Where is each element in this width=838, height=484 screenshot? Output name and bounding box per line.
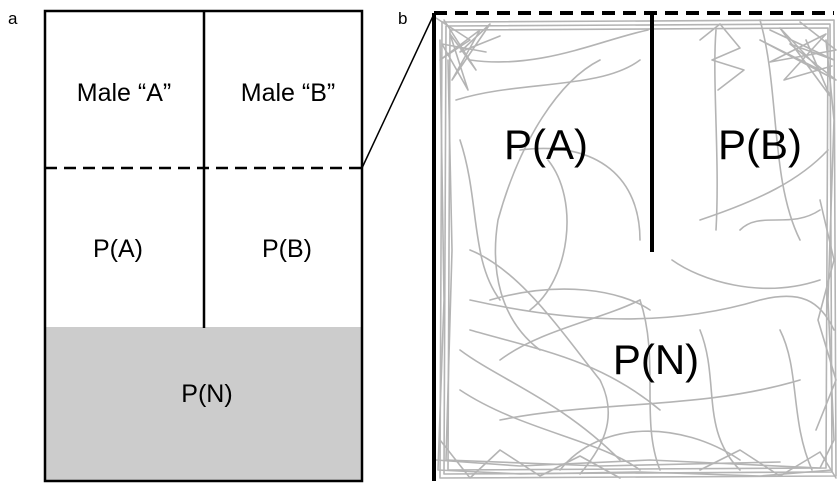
movement-trace bbox=[435, 17, 837, 479]
label-male-a: Male “A” bbox=[77, 79, 171, 107]
label-zone-p-n: P(N) bbox=[181, 380, 232, 408]
panel-a-letter: a bbox=[8, 9, 18, 28]
panel-b-letter: b bbox=[398, 9, 407, 28]
panel-b-label-p-n: P(N) bbox=[613, 336, 699, 383]
label-male-b: Male “B” bbox=[241, 79, 335, 107]
panel-a: a Male “A” Male “B” P(A) P(B) P(N) bbox=[8, 9, 364, 483]
zoom-connector-top bbox=[361, 13, 435, 169]
panel-b-label-p-a: P(A) bbox=[504, 121, 588, 168]
panel-a-neutral-zone-fill bbox=[45, 327, 362, 481]
label-zone-p-a: P(A) bbox=[93, 235, 143, 263]
panel-b-label-p-b: P(B) bbox=[718, 121, 802, 168]
panel-b: b bbox=[398, 9, 837, 481]
label-zone-p-b: P(B) bbox=[262, 235, 312, 263]
